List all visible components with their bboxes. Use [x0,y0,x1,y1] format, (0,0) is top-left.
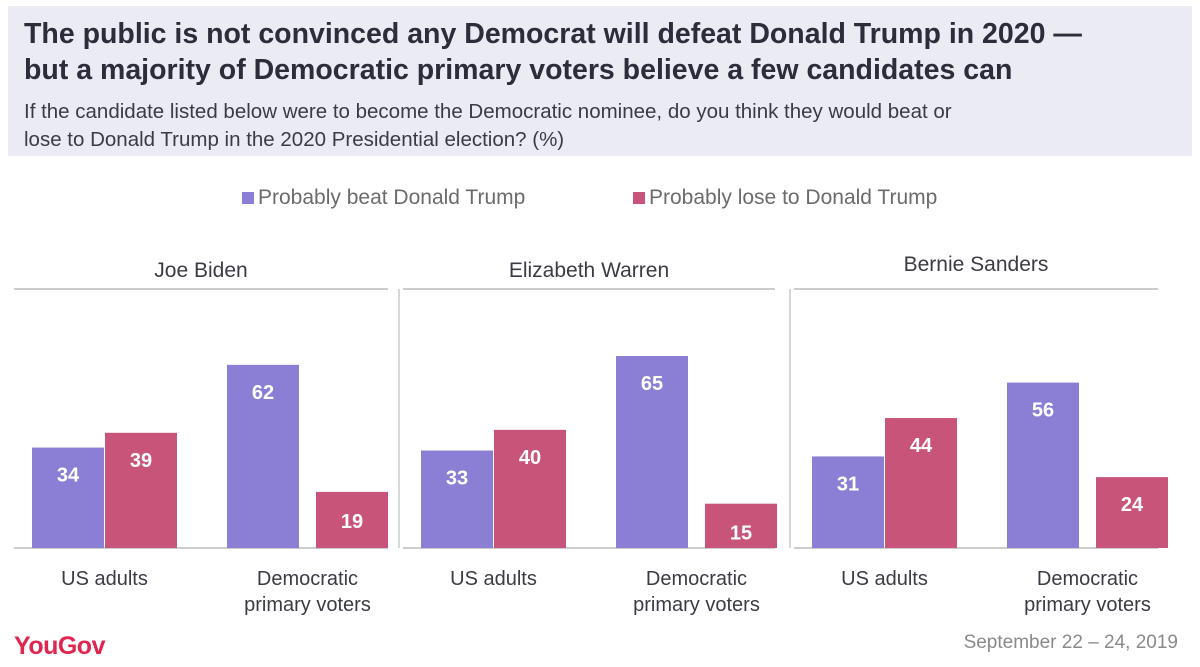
category-label-0-1-line-1: primary voters [244,594,371,616]
category-label-1-1-line-0: Democratic [646,568,747,590]
legend-label-lose: Probably lose to Donald Trump [649,186,938,209]
bar-2-0-0 [812,456,884,548]
data-label-0-0-1: 39 [130,450,152,472]
chart-subtitle: If the candidate listed below were to be… [24,98,1194,154]
category-label-0-1-line-0: Democratic [257,568,358,590]
data-label-2-1-1: 24 [1121,494,1144,516]
bar-0-0-0 [32,447,104,548]
bar-1-0-1 [494,429,566,548]
data-label-1-0-1: 40 [519,447,541,469]
chart-legend: Probably beat Donald Trump Probably lose… [0,184,1200,212]
category-label-2-1-line-0: Democratic [1037,568,1138,590]
panel-title-2: Bernie Sanders [904,253,1049,276]
category-label-1-1-line-1: primary voters [633,594,760,616]
legend-swatch-beat [242,192,254,204]
category-label-2-0: US adults [841,568,928,590]
category-label-1-0: US adults [450,568,537,590]
legend-label-beat: Probably beat Donald Trump [258,186,526,209]
bar-2-0-1 [885,418,957,548]
chart-header: The public is not convinced any Democrat… [8,6,1192,156]
data-label-0-1-1: 19 [341,511,363,533]
yougov-logo: YouGov [14,632,105,660]
title-line-2: but a majority of Democratic primary vot… [24,54,1013,86]
category-label-0-0: US adults [61,568,148,590]
legend-swatch-lose [633,192,645,204]
bar-0-1-1 [316,491,388,548]
data-label-2-0-0: 31 [837,473,859,495]
panel-title-1: Elizabeth Warren [509,259,669,282]
data-label-2-0-1: 44 [910,435,933,457]
title-line-1: The public is not convinced any Democrat… [24,18,1082,50]
bar-2-1-0 [1007,382,1079,548]
data-label-0-0-0: 34 [57,465,80,487]
subtitle-line-1: If the candidate listed below were to be… [24,100,952,123]
chart-title: The public is not convinced any Democrat… [24,16,1194,88]
bar-2-1-1 [1096,477,1168,548]
data-label-0-1-0: 62 [252,382,274,404]
bar-1-0-0 [421,450,493,548]
bar-0-0-1 [105,432,177,548]
category-label-2-1-line-1: primary voters [1024,594,1151,616]
bar-0-1-0 [227,364,299,548]
survey-date: September 22 – 24, 2019 [963,632,1178,653]
panel-title-0: Joe Biden [154,259,247,282]
data-label-1-1-0: 65 [641,373,663,395]
bar-1-1-0 [616,356,688,548]
data-label-1-1-1: 15 [730,523,752,545]
data-label-2-1-0: 56 [1032,400,1054,422]
subtitle-line-2: lose to Donald Trump in the 2020 Preside… [24,128,565,151]
bar-1-1-1 [705,503,777,548]
data-label-1-0-0: 33 [446,468,468,490]
